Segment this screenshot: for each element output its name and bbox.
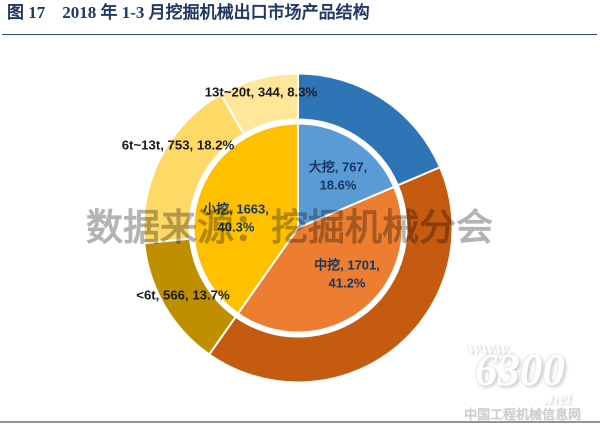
data-label-6t-13t: 6t~13t, 753, 18.2% [121, 137, 235, 153]
chart-segment [192, 122, 299, 315]
data-label-zhongwa-line1: 中挖, 1701, [314, 257, 380, 273]
logo-6300-text: 6300 [475, 345, 565, 395]
data-label-zhongwa: 中挖, 1701, 41.2% [314, 257, 380, 294]
site-logo: www. 6300 .net 中国工程机械信息网 [430, 330, 600, 425]
data-label-xiaowa: 小挖, 1663, 40.3% [203, 201, 269, 238]
logo-site-name: 中国工程机械信息网 [464, 407, 582, 422]
logo-www-text: www. [468, 338, 515, 359]
figure-title: 图 17 2018 年 1-3 月挖掘机械出口市场产品结构 [7, 3, 370, 22]
logo-net-text: .net [544, 388, 572, 408]
chart-segment [208, 166, 454, 384]
data-label-xiaowa-line1: 小挖, 1663, [203, 201, 269, 217]
data-label-zhongwa-line2: 41.2% [328, 276, 366, 291]
chart-segment [219, 72, 299, 136]
data-label-13t-20t: 13t~20t, 344, 8.3% [204, 84, 318, 100]
title-divider [2, 34, 597, 35]
data-label-dawa-line1: 大挖, 767, [308, 159, 368, 175]
data-label-xiaowa-line2: 40.3% [217, 220, 255, 235]
chart-segment [236, 185, 404, 334]
data-source-watermark: 数据来源：挖掘机械分会 [86, 207, 493, 248]
chart-segment [297, 122, 396, 229]
data-label-lt6t: <6t, 566, 13.7% [136, 287, 230, 303]
bottom-divider [0, 421, 600, 423]
data-label-dawa: 大挖, 767, 18.6% [309, 159, 368, 196]
data-label-dawa-line2: 18.6% [319, 178, 357, 193]
